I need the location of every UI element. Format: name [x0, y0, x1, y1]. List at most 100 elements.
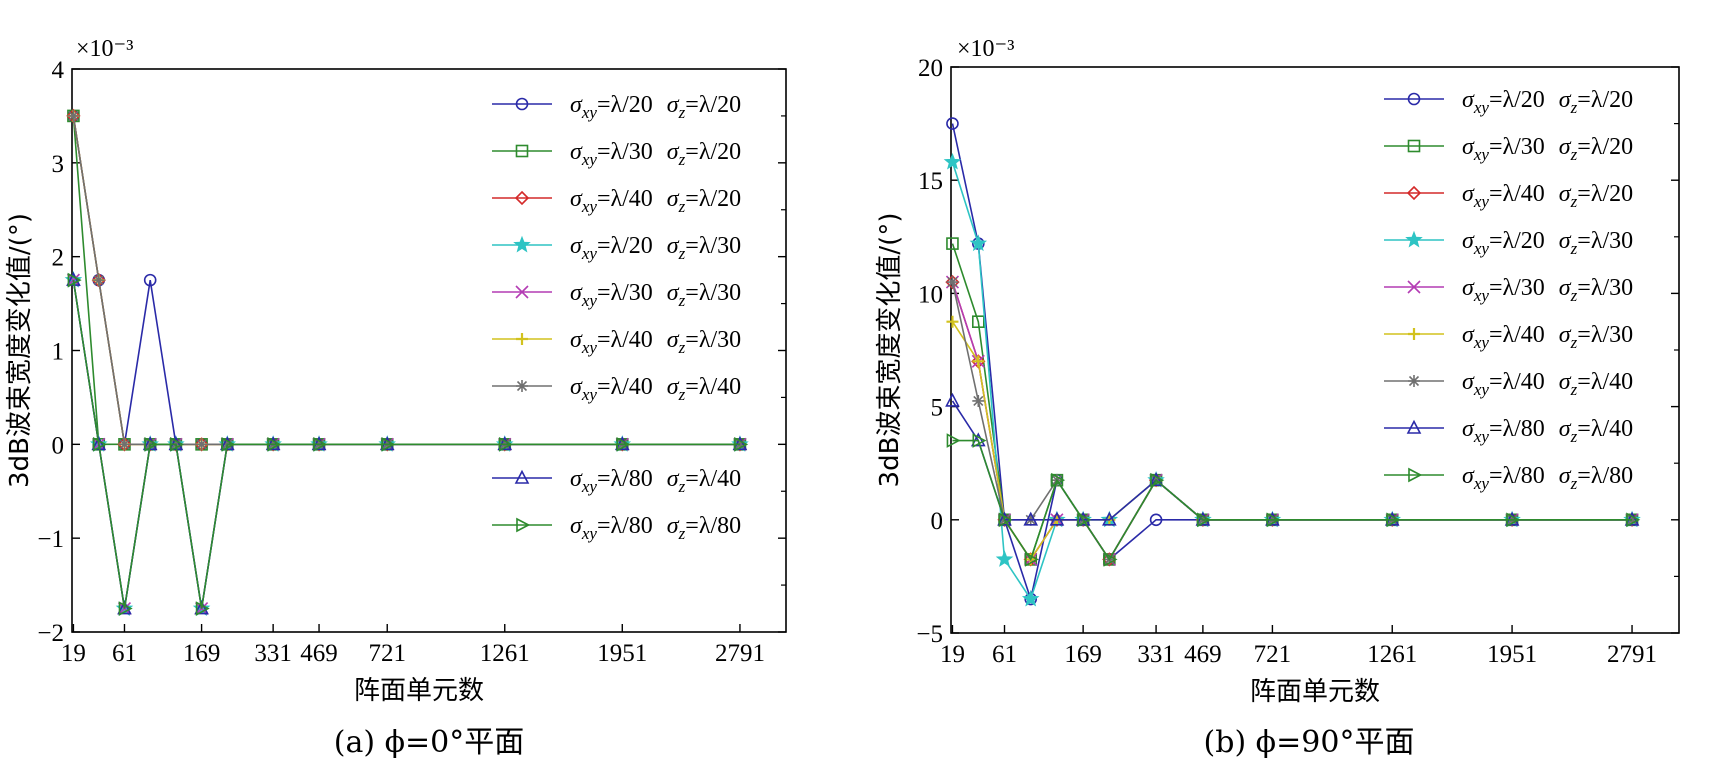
legend-marker	[1407, 139, 1421, 153]
series-line	[72, 279, 740, 609]
series-9	[946, 433, 1641, 567]
x-tick-label: 61	[112, 640, 137, 667]
series-line	[952, 439, 1632, 562]
data-point	[91, 436, 107, 451]
y-axis-label: 3dB波束宽度变化值/(°)	[5, 213, 35, 488]
y-tick-label: 3	[52, 151, 65, 178]
legend-marker	[1406, 185, 1422, 201]
data-point	[1626, 513, 1639, 526]
y-tick-label: 15	[918, 168, 943, 195]
data-point	[946, 276, 959, 289]
legend-label-4: σxy=λ/20 σz=λ/30	[1462, 228, 1633, 258]
y-multiplier-label: ×10⁻³	[957, 36, 1014, 62]
legend: σxy=λ/20 σz=λ/20 σxy=λ/30 σz=λ/20 σxy=λ/40…	[1384, 87, 1633, 493]
x-tick-label: 169	[183, 640, 221, 667]
legend-marker	[1405, 230, 1423, 248]
y-tick-label: 1	[52, 339, 65, 366]
legend-label-9: σxy=λ/80 σz=λ/80	[1462, 463, 1633, 493]
data-point	[1024, 552, 1039, 567]
data-point	[1021, 589, 1040, 607]
data-point	[1506, 512, 1521, 528]
legend-label-8: σxy=λ/80 σz=λ/40	[1462, 416, 1633, 446]
series-8	[945, 392, 1640, 526]
data-point	[313, 437, 328, 452]
data-point	[1103, 552, 1118, 567]
data-point	[1266, 512, 1281, 528]
x-tick-label: 1951	[1487, 641, 1537, 668]
data-point	[498, 437, 513, 452]
y-tick-label: 0	[931, 508, 944, 535]
data-point	[381, 437, 396, 452]
data-point	[972, 355, 985, 368]
legend-label-2: σxy=λ/30 σz=λ/20	[1462, 134, 1633, 164]
data-point	[1148, 471, 1164, 486]
data-point	[1075, 511, 1091, 526]
legend-label-9: σxy=λ/80 σz=λ/80	[570, 513, 741, 543]
legend-marker	[1406, 419, 1422, 434]
data-point	[1626, 512, 1641, 528]
y-tick-label: −1	[37, 526, 64, 553]
data-point	[616, 437, 631, 452]
x-tick-label: 2791	[715, 640, 765, 667]
x-axis-label: 阵面单元数	[354, 676, 484, 706]
data-point	[66, 108, 81, 124]
y-tick-label: −5	[916, 621, 943, 648]
y-tick-label: 4	[52, 57, 65, 84]
chart-caption: (b) ϕ=90°平面	[1204, 725, 1415, 760]
x-tick-label: 469	[300, 640, 338, 667]
x-tick-label: 1261	[480, 640, 530, 667]
legend-marker	[1408, 375, 1420, 387]
data-point	[1051, 472, 1066, 488]
legend-label-4: σxy=λ/20 σz=λ/30	[570, 233, 741, 263]
data-point	[1149, 513, 1163, 527]
data-point	[969, 234, 988, 252]
data-point	[997, 511, 1012, 526]
x-tick-label: 469	[1184, 641, 1222, 668]
x-tick-label: 19	[940, 641, 965, 668]
y-tick-label: 5	[931, 395, 944, 422]
y-tick-label: 10	[918, 281, 943, 308]
x-tick-label: 1951	[597, 640, 647, 667]
legend-label-3: σxy=λ/40 σz=λ/20	[1462, 181, 1633, 211]
x-axis-label: 阵面单元数	[1250, 677, 1380, 707]
x-tick-label: 1261	[1367, 641, 1417, 668]
legend-label-5: σxy=λ/30 σz=λ/30	[570, 280, 741, 310]
data-point	[972, 433, 987, 448]
data-point	[118, 601, 133, 616]
data-point	[195, 438, 208, 451]
legend-label-3: σxy=λ/40 σz=λ/20	[570, 186, 741, 216]
data-point	[92, 437, 108, 452]
legend-marker	[514, 469, 530, 484]
x-tick-label: 331	[254, 640, 292, 667]
chart-b: −5 0 5 10 15 20 19 61 169 331 469 721 1261 1951 2791 阵面…	[875, 36, 1680, 760]
legend-label-8: σxy=λ/80 σz=λ/40	[570, 466, 741, 496]
data-point	[67, 109, 80, 122]
legend-marker	[516, 517, 531, 533]
legend-label-5: σxy=λ/30 σz=λ/30	[1462, 275, 1633, 305]
legend-marker	[514, 190, 530, 206]
x-tick-label: 2791	[1607, 641, 1657, 668]
data-point	[734, 437, 749, 452]
data-point	[946, 433, 961, 448]
x-tick-label: 169	[1064, 641, 1102, 668]
data-point	[733, 438, 746, 451]
chart-a: −2 −1 0 1 2 3 4 19 61 169 331 469 721 1261 1951 2791 阵面单…	[5, 36, 787, 760]
y-axis-label: 3dB波束宽度变化值/(°)	[875, 213, 905, 488]
data-point	[144, 437, 159, 452]
data-point	[117, 600, 132, 615]
data-point	[195, 601, 210, 616]
legend-label-6: σxy=λ/40 σz=λ/30	[1462, 322, 1633, 352]
data-point	[946, 315, 959, 328]
data-point	[1049, 511, 1065, 526]
legend-marker	[1407, 280, 1421, 294]
data-point	[1197, 512, 1212, 528]
data-point	[67, 272, 82, 288]
legend-marker	[515, 285, 529, 299]
data-point	[995, 550, 1014, 567]
x-tick-label: 721	[1254, 641, 1292, 668]
data-point	[945, 392, 960, 407]
data-point	[1023, 511, 1039, 526]
data-point	[1102, 511, 1117, 526]
x-tick-label: 19	[61, 640, 86, 667]
